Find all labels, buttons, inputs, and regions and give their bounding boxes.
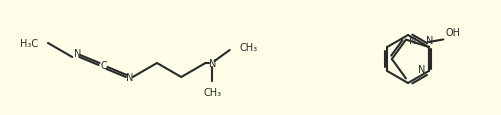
Text: OH: OH <box>445 28 460 38</box>
Text: CH₃: CH₃ <box>240 43 258 53</box>
Text: N: N <box>209 59 216 68</box>
Text: C: C <box>100 60 107 70</box>
Text: N: N <box>426 36 433 46</box>
Text: H₃C: H₃C <box>20 39 38 49</box>
Text: N: N <box>126 72 133 82</box>
Text: N: N <box>74 49 81 59</box>
Text: N: N <box>409 35 416 45</box>
Text: CH₃: CH₃ <box>203 87 221 97</box>
Text: N: N <box>418 64 426 74</box>
